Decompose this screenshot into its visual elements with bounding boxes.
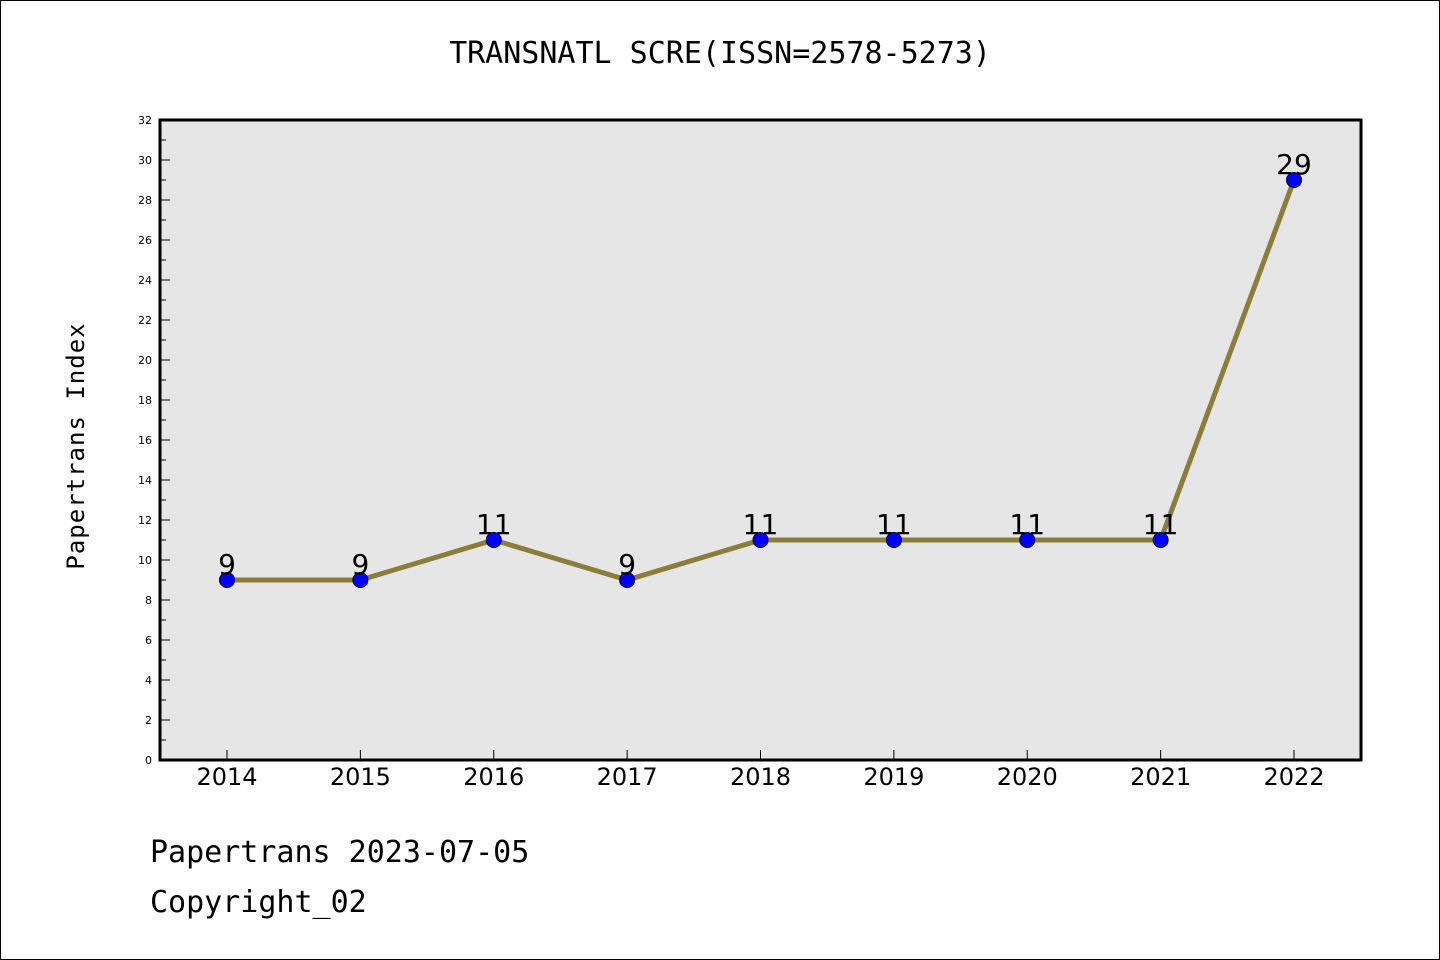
- data-point: [219, 572, 235, 588]
- x-tick-label: 2016: [463, 763, 524, 791]
- x-tick-label: 2015: [330, 763, 391, 791]
- data-label: 29: [1276, 148, 1312, 181]
- y-tick-label: 26: [138, 234, 152, 247]
- data-label: 9: [618, 548, 636, 581]
- y-tick-label: 18: [138, 394, 152, 407]
- y-tick-label: 30: [138, 154, 152, 167]
- footer-date: Papertrans 2023-07-05: [150, 835, 530, 870]
- chart-title: TRANSNATL SCRE(ISSN=2578-5273): [449, 36, 991, 71]
- x-tick-label: 2017: [597, 763, 658, 791]
- y-tick-label: 12: [138, 514, 152, 527]
- x-tick-label: 2022: [1263, 763, 1324, 791]
- y-tick-label: 10: [138, 554, 152, 567]
- data-label: 9: [351, 548, 369, 581]
- data-label: 11: [476, 508, 512, 541]
- y-tick-label: 6: [145, 634, 152, 647]
- data-point: [1152, 532, 1169, 548]
- y-tick-label: 20: [138, 354, 152, 367]
- y-tick-label: 4: [145, 674, 152, 687]
- x-tick-label: 2020: [997, 763, 1058, 791]
- x-tick-label: 2019: [863, 763, 924, 791]
- y-tick-label: 2: [145, 714, 152, 727]
- plot-area: [160, 120, 1361, 760]
- y-tick-label: 14: [138, 474, 152, 487]
- data-label: 11: [1143, 508, 1179, 541]
- x-tick-label: 2021: [1130, 763, 1191, 791]
- x-tick-label: 2014: [196, 763, 257, 791]
- footer-copyright: Copyright_02: [150, 885, 367, 920]
- data-point: [619, 572, 636, 588]
- x-tick-label: 2018: [730, 763, 791, 791]
- data-label: 11: [1009, 508, 1045, 541]
- y-tick-label: 0: [145, 754, 152, 767]
- y-tick-label: 22: [138, 314, 152, 327]
- data-point: [1019, 532, 1036, 548]
- data-point: [485, 532, 502, 548]
- data-label: 11: [876, 508, 912, 541]
- data-label: 11: [743, 508, 779, 541]
- data-point: [885, 532, 902, 548]
- data-point: [352, 572, 369, 588]
- data-point: [752, 532, 769, 548]
- data-label: 9: [218, 548, 236, 581]
- y-tick-label: 32: [138, 114, 152, 127]
- y-tick-label: 16: [138, 434, 152, 447]
- data-point: [1286, 172, 1302, 188]
- y-tick-label: 28: [138, 194, 152, 207]
- plot-border: [158, 118, 1363, 762]
- y-tick-label: 24: [138, 274, 152, 287]
- y-tick-label: 8: [145, 594, 152, 607]
